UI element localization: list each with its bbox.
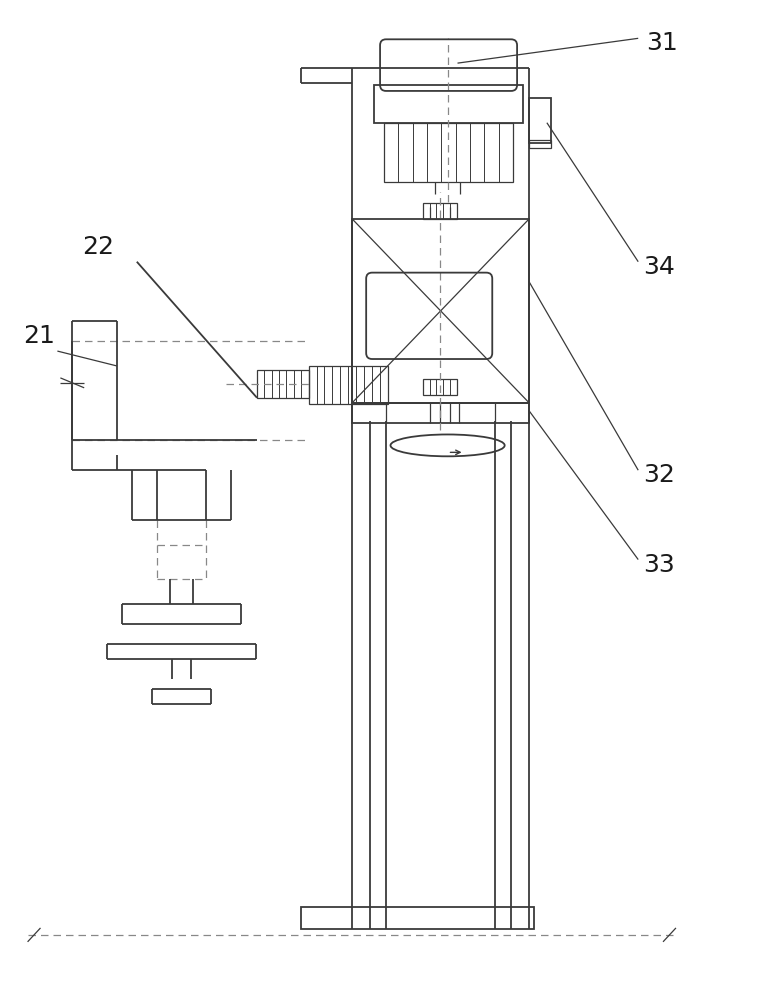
Bar: [308, 366, 388, 404]
Text: 34: 34: [643, 255, 675, 279]
Bar: [257, 370, 308, 398]
Bar: [352, 219, 529, 403]
Text: 31: 31: [646, 31, 678, 55]
Text: 22: 22: [83, 235, 115, 259]
Bar: [529, 98, 551, 143]
Bar: [374, 85, 523, 123]
Bar: [301, 907, 534, 929]
Bar: [352, 403, 529, 423]
Text: 21: 21: [23, 324, 55, 348]
Bar: [384, 123, 513, 182]
Bar: [423, 203, 456, 219]
Text: 33: 33: [643, 553, 675, 577]
Text: 32: 32: [643, 463, 675, 487]
Bar: [529, 140, 551, 148]
Bar: [423, 379, 456, 395]
